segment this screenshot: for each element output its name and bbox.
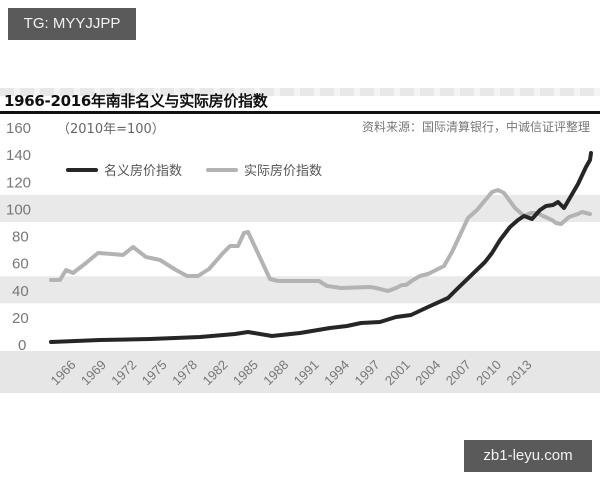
watermark-top-left: TG: MYYJJPP [8, 8, 136, 40]
legend-label-real: 实际房价指数 [244, 164, 323, 179]
legend-swatch-real [206, 167, 238, 172]
y-tick-label: 160 [6, 120, 31, 137]
y-tick-label: 140 [6, 147, 31, 164]
watermark-bottom-right: zb1-leyu.com [464, 440, 592, 472]
legend-swatch-nominal [66, 167, 98, 172]
grid-bands [0, 194, 600, 304]
nominal-price-line [49, 151, 593, 344]
y-tick-label: 120 [6, 174, 31, 191]
title-decoration-strip [0, 88, 600, 96]
y-tick-label: 60 [12, 256, 29, 273]
legend-nominal: 名义房价指数 [66, 160, 182, 179]
legend-real: 实际房价指数 [206, 160, 322, 179]
y-tick-label: 100 [6, 201, 31, 218]
y-tick-label: 80 [12, 229, 29, 246]
legend-label-nominal: 名义房价指数 [104, 164, 183, 179]
y-tick-label: 20 [12, 310, 29, 327]
base-year-note: （2010年=100） [57, 122, 165, 137]
chart-title: 1966-2016年南非名义与实际房价指数 [4, 92, 268, 110]
data-source: 资料来源：国际清算银行，中诚信证评整理 [361, 120, 590, 134]
title-divider [0, 111, 600, 114]
y-tick-label: 40 [12, 283, 29, 300]
y-tick-label: 0 [18, 337, 26, 354]
y-axis: 0 20 40 60 80 100 120 140 160 [6, 120, 31, 354]
grid-band [0, 194, 600, 222]
x-axis-band [0, 351, 600, 393]
